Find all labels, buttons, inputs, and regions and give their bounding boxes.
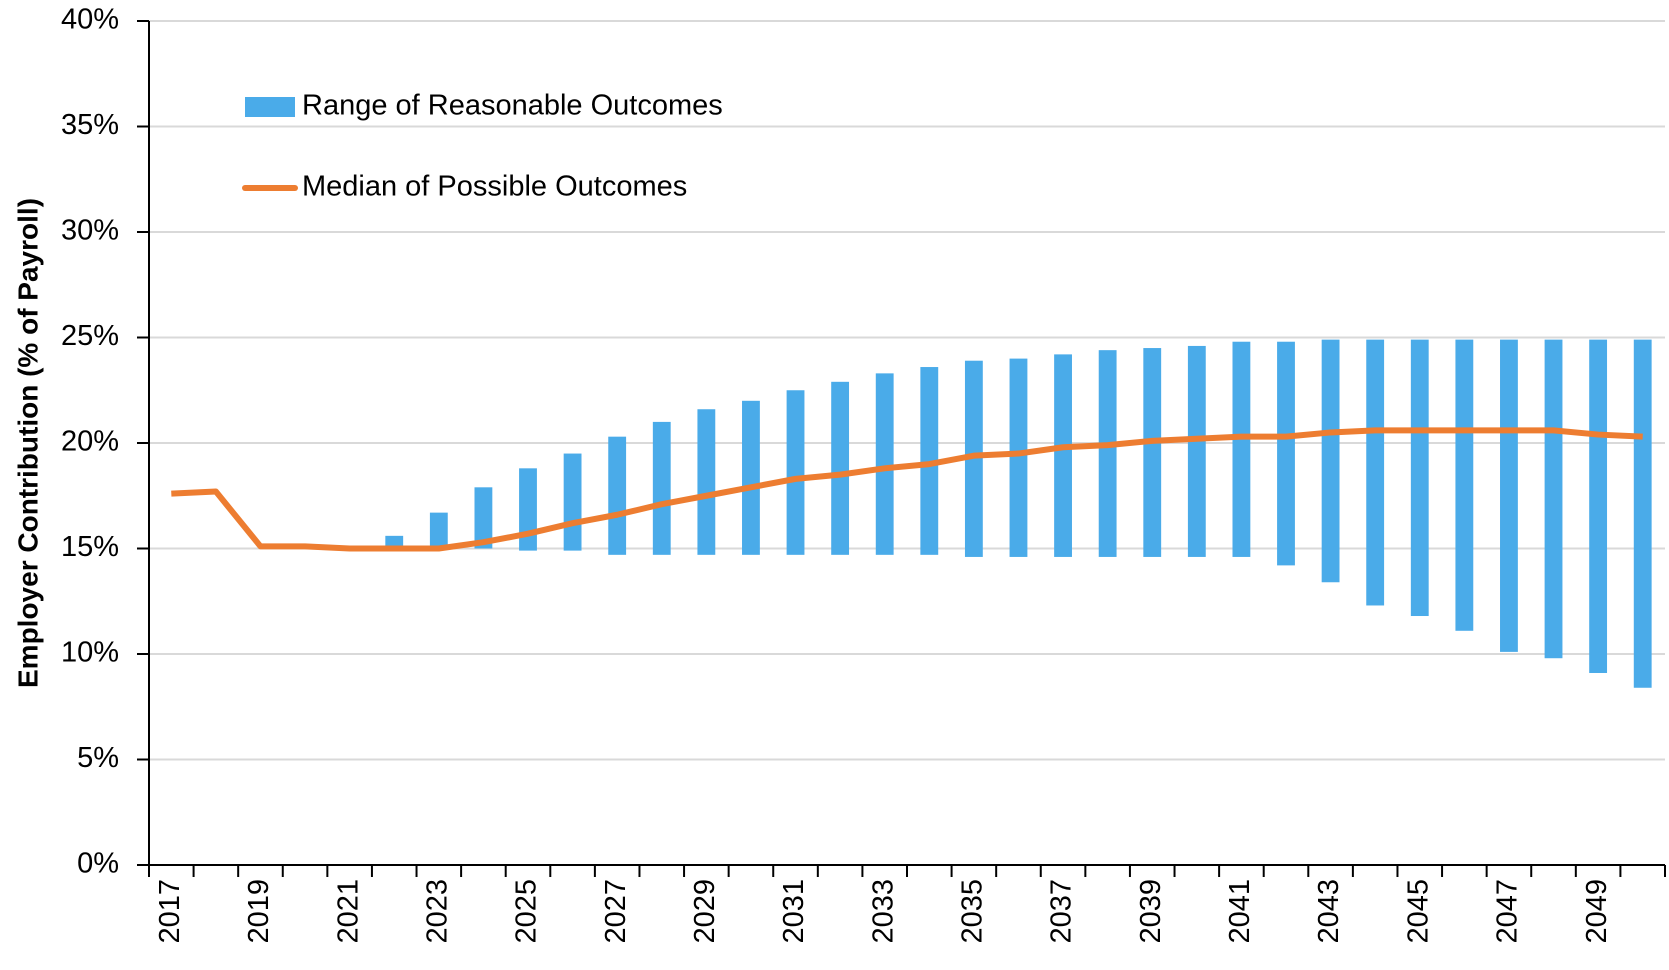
x-tick-label: 2041	[1224, 879, 1256, 944]
range-bar	[1009, 358, 1028, 557]
x-tick-label: 2049	[1581, 879, 1613, 944]
range-bar	[1366, 339, 1385, 606]
range-bar	[1232, 341, 1251, 557]
range-bar	[1544, 339, 1563, 659]
range-bar	[1143, 348, 1162, 557]
x-tick-label: 2035	[957, 879, 989, 944]
range-bar	[1500, 339, 1518, 652]
range-bar	[474, 487, 493, 549]
x-tick-label: 2039	[1135, 879, 1167, 944]
range-bar	[608, 436, 627, 555]
y-tick-label: 10%	[61, 637, 119, 669]
x-tick-label: 2023	[421, 879, 453, 944]
y-tick-label: 25%	[61, 320, 119, 352]
range-bar	[1455, 339, 1474, 631]
x-tick-label: 2025	[511, 879, 543, 944]
range-bar	[1589, 339, 1608, 673]
y-tick-label: 30%	[61, 215, 119, 247]
range-bar	[964, 360, 983, 557]
x-tick-label: 2021	[332, 879, 364, 944]
range-bar	[1321, 339, 1340, 583]
median-line	[171, 427, 1643, 552]
range-bar	[1633, 339, 1652, 688]
range-bar	[1054, 354, 1072, 557]
range-bar	[429, 512, 448, 549]
x-tick-label: 2037	[1046, 879, 1078, 944]
x-tick-label: 2019	[243, 879, 275, 944]
range-bar	[519, 468, 537, 551]
x-tick-label: 2047	[1492, 879, 1524, 944]
x-tick-label: 2017	[154, 879, 186, 944]
range-bar	[697, 409, 716, 555]
x-tick-label: 2027	[600, 879, 632, 944]
x-tick-label: 2031	[778, 879, 810, 944]
y-tick-label: 35%	[61, 109, 119, 141]
x-tick-label: 2029	[689, 879, 721, 944]
range-bar	[1277, 341, 1295, 566]
range-bar	[1098, 350, 1117, 557]
range-bar	[831, 381, 850, 555]
y-axis-label: Employer Contribution (% of Payroll)	[12, 198, 43, 688]
range-bar	[875, 373, 894, 555]
range-bar	[920, 367, 939, 555]
range-bar	[742, 400, 760, 555]
range-bar	[385, 535, 404, 549]
x-tick-label: 2033	[867, 879, 899, 944]
y-tick-label: 0%	[77, 848, 119, 880]
range-bar	[786, 390, 805, 555]
range-bar	[563, 453, 582, 551]
y-tick-label: 15%	[61, 531, 119, 563]
x-tick-label: 2043	[1313, 879, 1345, 944]
range-bar	[1410, 339, 1429, 617]
x-tick-label: 2045	[1402, 879, 1434, 944]
range-bar	[652, 421, 671, 555]
y-tick-label: 20%	[61, 426, 119, 458]
legend-label: Median of Possible Outcomes	[302, 171, 687, 203]
legend-label: Range of Reasonable Outcomes	[302, 90, 723, 122]
y-tick-label: 5%	[77, 742, 119, 774]
y-tick-label: 40%	[61, 4, 119, 36]
legend-swatch	[245, 97, 295, 117]
range-bar	[1187, 345, 1206, 557]
